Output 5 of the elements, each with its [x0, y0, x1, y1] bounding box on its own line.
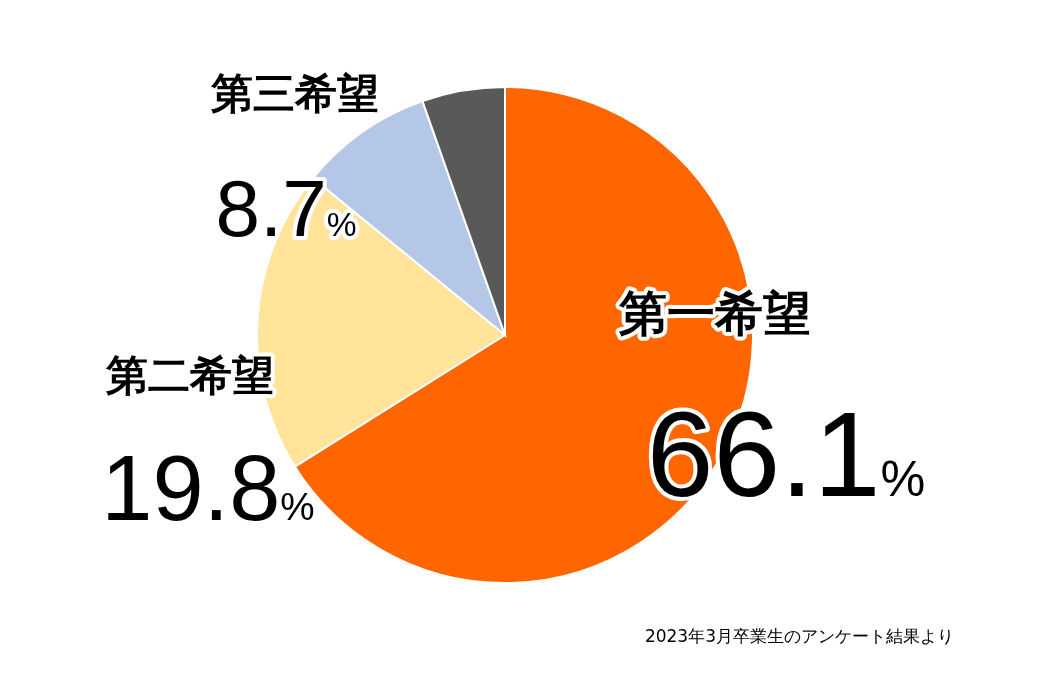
data-label: 19.8% — [101, 437, 315, 539]
data-label: 8.7% — [215, 164, 357, 253]
text: 2023年3月卒業生のアンケート結果より — [644, 626, 954, 646]
slice-label: 第二希望 — [105, 351, 274, 400]
slice-label: 第三希望 — [210, 69, 379, 118]
